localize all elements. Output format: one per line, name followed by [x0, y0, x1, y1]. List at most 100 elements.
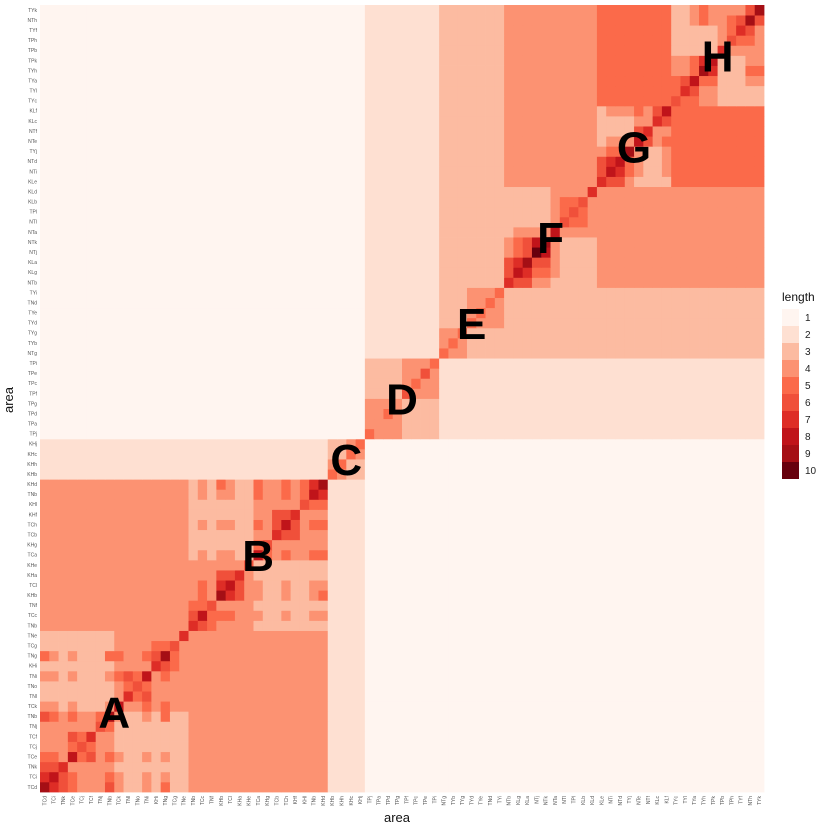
heatmap-cell — [299, 549, 310, 561]
heatmap-cell — [569, 438, 579, 450]
heatmap-cell — [95, 731, 106, 742]
heatmap-cell — [624, 176, 635, 188]
heatmap-cell — [244, 237, 254, 248]
heatmap-cell — [179, 166, 189, 177]
heatmap-cell — [244, 438, 254, 450]
heatmap-cell — [114, 701, 124, 712]
heatmap-cell — [661, 650, 672, 662]
heatmap-cell — [652, 237, 663, 248]
heatmap-cell — [169, 418, 180, 430]
heatmap-cell — [58, 216, 69, 228]
heatmap-cell — [439, 368, 449, 379]
heatmap-cell — [67, 277, 78, 288]
heatmap-cell — [67, 590, 78, 601]
heatmap-cell — [197, 711, 208, 722]
heatmap-cell — [383, 711, 394, 722]
heatmap-cell — [58, 600, 69, 611]
heatmap-cell — [281, 781, 292, 793]
heatmap-cell — [587, 358, 598, 369]
heatmap-cell — [680, 580, 691, 591]
heatmap-cell — [457, 388, 468, 399]
heatmap-cell — [244, 398, 254, 409]
heatmap-cell — [392, 781, 403, 793]
heatmap-cell — [318, 166, 329, 177]
heatmap-cell — [624, 226, 635, 238]
heatmap-cell — [151, 479, 162, 490]
heatmap-cell — [457, 459, 468, 470]
heatmap-cell — [374, 438, 384, 450]
heatmap-cell — [643, 237, 654, 248]
heatmap-cell — [615, 206, 626, 218]
heatmap-cell — [634, 438, 644, 450]
heatmap-cell — [160, 620, 171, 631]
heatmap-cell — [262, 650, 273, 662]
heatmap-cell — [95, 459, 106, 470]
heatmap-cell — [225, 539, 236, 551]
heatmap-cell — [745, 297, 756, 309]
heatmap-cell — [624, 489, 635, 500]
heatmap-cell — [411, 358, 421, 369]
heatmap-cell — [253, 660, 264, 672]
heatmap-cell — [513, 701, 524, 712]
heatmap-cell — [661, 681, 672, 692]
heatmap-cell — [411, 459, 421, 470]
heatmap-cell — [615, 701, 626, 712]
heatmap-cell — [40, 388, 50, 399]
heatmap-cell — [522, 509, 533, 520]
heatmap-cell — [550, 549, 561, 561]
heatmap-cell — [95, 378, 106, 389]
heatmap-cell — [522, 670, 533, 682]
heatmap-cell — [327, 529, 338, 541]
heatmap-cell — [661, 670, 672, 682]
heatmap-cell — [439, 327, 449, 339]
heatmap-cell — [624, 761, 635, 773]
heatmap-cell — [550, 670, 561, 682]
heatmap-cell — [374, 670, 384, 682]
heatmap-cell — [476, 348, 486, 359]
heatmap-cell — [374, 277, 384, 288]
heatmap-cell — [253, 327, 264, 339]
heatmap-cell — [299, 287, 310, 298]
heatmap-cell — [466, 580, 477, 591]
heatmap-cell — [207, 226, 217, 238]
heatmap-cell — [299, 388, 310, 399]
heatmap-cell — [67, 781, 78, 793]
heatmap-cell — [225, 620, 236, 631]
heatmap-cell — [402, 156, 412, 167]
heatmap-cell — [132, 186, 143, 198]
heatmap-cell — [522, 358, 533, 369]
heatmap-cell — [466, 358, 477, 369]
heatmap-cell — [726, 681, 737, 692]
heatmap-cell — [392, 448, 403, 460]
heatmap-cell — [346, 479, 356, 490]
heatmap-cell — [578, 781, 589, 793]
heatmap-cell — [364, 237, 375, 248]
heatmap-cell — [726, 146, 737, 157]
heatmap-cell — [346, 731, 356, 742]
heatmap-cell — [216, 489, 227, 500]
heatmap-cell — [624, 620, 635, 631]
heatmap-cell — [476, 277, 486, 288]
heatmap-cell — [151, 650, 162, 662]
heatmap-cell — [160, 348, 171, 359]
heatmap-cell — [606, 297, 616, 309]
heatmap-cell — [494, 257, 505, 268]
heatmap-cell — [699, 691, 709, 702]
heatmap-cell — [439, 398, 449, 409]
heatmap-cell — [374, 267, 384, 278]
heatmap-cell — [606, 317, 616, 329]
heatmap-cell — [550, 489, 561, 500]
heatmap-cell — [736, 781, 746, 793]
heatmap-cell — [207, 499, 217, 510]
heatmap-cell — [160, 206, 171, 218]
heatmap-cell — [689, 408, 700, 420]
heatmap-cell — [569, 590, 579, 601]
heatmap-cell — [49, 559, 59, 571]
heatmap-cell — [253, 681, 264, 692]
heatmap-cell — [346, 620, 356, 631]
heatmap-cell — [290, 146, 301, 157]
heatmap-cell — [541, 438, 551, 450]
heatmap-cell — [643, 600, 654, 611]
heatmap-cell — [169, 438, 180, 450]
heatmap-cell — [309, 307, 319, 319]
